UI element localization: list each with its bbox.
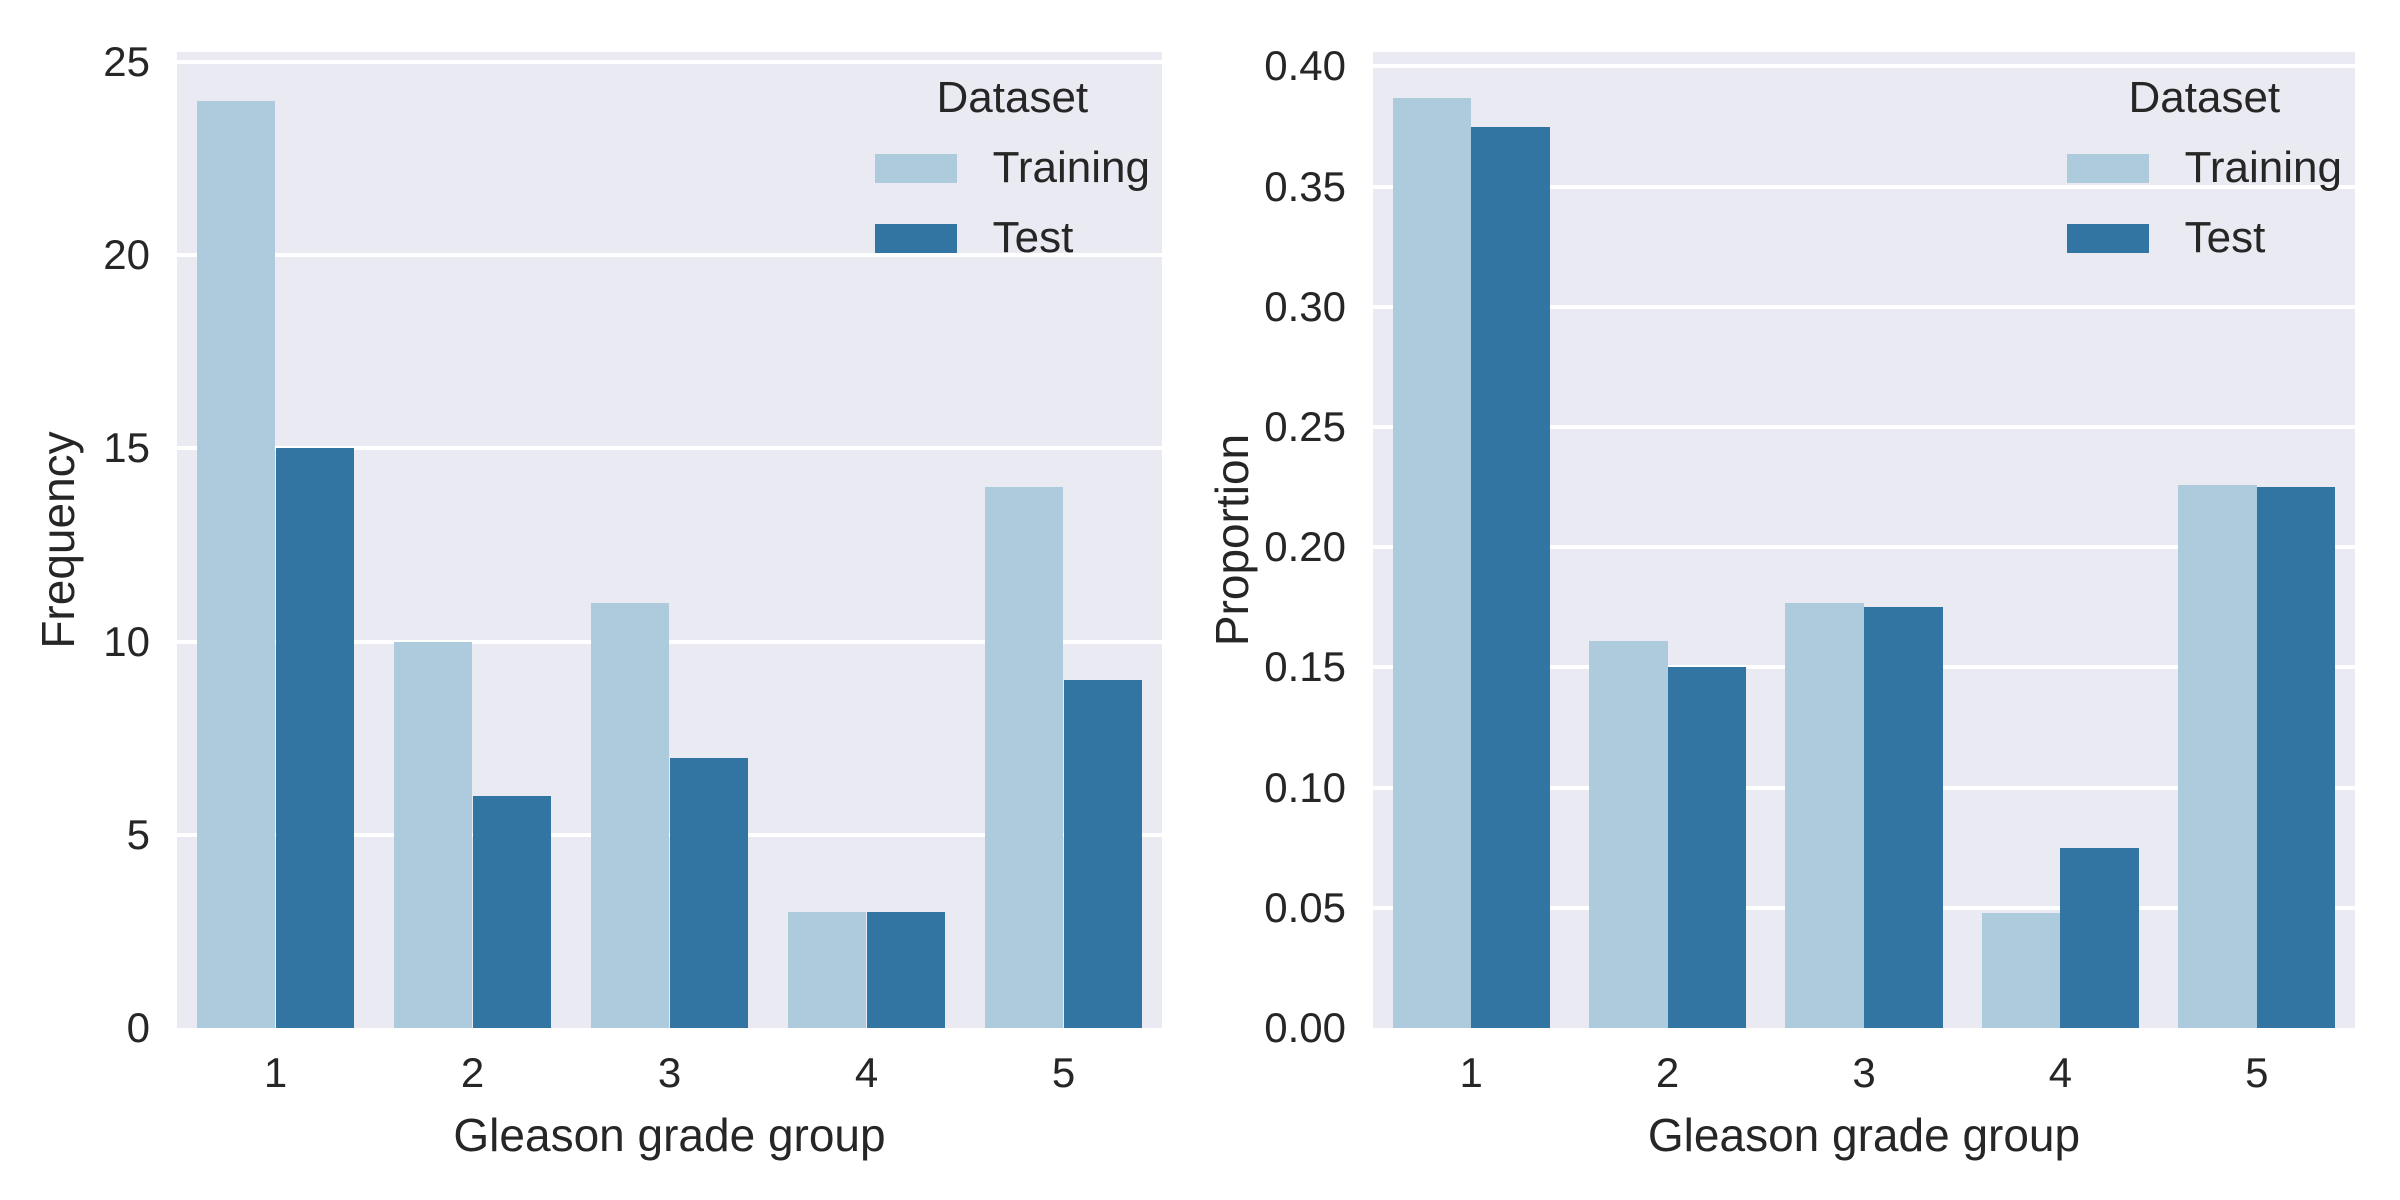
bar-test-group-5	[1063, 680, 1143, 1028]
bar-training-group-1	[196, 100, 276, 1028]
legend-title: Dataset	[2128, 73, 2281, 122]
x-tick-label: 2	[1655, 1049, 1680, 1096]
bar-training-group-3	[1785, 602, 1864, 1028]
y-tick-label: 0.40	[1264, 42, 1346, 90]
bar-test-group-4	[866, 912, 946, 1028]
plot-area	[1373, 52, 2355, 1028]
bar-test-group-4	[2060, 847, 2139, 1028]
x-tick-label: 1	[1459, 1049, 1483, 1096]
y-tick-label: 25	[103, 38, 150, 86]
gridline	[177, 253, 1162, 258]
y-tick-label: 0.25	[1264, 403, 1346, 450]
x-tick-label: 2	[460, 1049, 485, 1096]
y-tick-label: 20	[103, 231, 150, 279]
y-tick-label: 0	[126, 1004, 150, 1051]
bar-training-group-5	[984, 487, 1064, 1028]
legend-title: Dataset	[936, 73, 1089, 122]
legend-entry-test: Test	[874, 213, 1150, 262]
y-tick-label: 0.35	[1264, 162, 1346, 210]
y-tick-label: 15	[103, 424, 150, 472]
x-tick-label: 4	[2048, 1049, 2073, 1096]
legend-label-training: Training	[2184, 143, 2342, 192]
bar-test-group-3	[669, 757, 749, 1028]
gridline	[177, 639, 1162, 644]
legend-entry-training: Training	[2066, 143, 2342, 192]
y-tick-label: 0.05	[1264, 883, 1346, 931]
bar-test-group-2	[472, 796, 552, 1028]
bar-test-group-1	[1471, 126, 1550, 1028]
legend-label-test: Test	[2184, 213, 2266, 262]
bar-training-group-1	[1392, 97, 1472, 1028]
bar-training-group-2	[393, 641, 473, 1028]
y-tick-label: 0.10	[1264, 763, 1346, 811]
legend-label-test: Test	[992, 213, 1074, 262]
bar-training-group-4	[1981, 912, 2061, 1028]
legend-label-training: Training	[992, 143, 1150, 192]
gridline	[1373, 545, 2355, 550]
plot-area	[177, 52, 1162, 1028]
x-tick-label: 5	[2245, 1049, 2269, 1096]
bar-test-group-3	[1864, 607, 1943, 1028]
y-tick-label: 0.00	[1264, 1004, 1346, 1051]
y-tick-label: 0.15	[1264, 643, 1346, 691]
y-tick-label: 5	[126, 810, 150, 858]
y-tick-label: 10	[103, 617, 150, 665]
gridline	[1373, 304, 2355, 309]
legend: Dataset Training Test	[874, 73, 1150, 262]
bar-test-group-2	[1667, 667, 1747, 1028]
x-tick-label: 1	[263, 1049, 288, 1096]
x-tick-label: 5	[1051, 1049, 1076, 1096]
x-tick-label: 4	[854, 1049, 879, 1096]
legend-swatch-training	[874, 153, 957, 183]
legend-swatch-test	[2066, 223, 2149, 253]
legend-entry-test: Test	[2066, 213, 2342, 262]
gridline	[177, 60, 1162, 65]
bar-training-group-3	[590, 602, 670, 1028]
legend: Dataset Training Test	[2066, 73, 2342, 262]
y-tick-label: 0.20	[1264, 523, 1346, 571]
x-axis-label: Gleason grade group	[1647, 1109, 2081, 1161]
legend-swatch-training	[2066, 153, 2149, 183]
x-tick-label: 3	[1852, 1049, 1876, 1096]
legend-entry-training: Training	[874, 143, 1150, 192]
gridline	[1373, 184, 2355, 189]
x-axis-label: Gleason grade group	[453, 1109, 886, 1161]
legend-swatch-test	[874, 223, 957, 253]
bar-test-group-5	[2256, 487, 2336, 1028]
gridline	[1373, 425, 2355, 429]
bar-training-group-5	[2178, 484, 2257, 1028]
gridline	[1373, 64, 2355, 69]
bar-training-group-4	[787, 912, 867, 1028]
y-tick-label: 0.30	[1264, 282, 1346, 330]
bar-training-group-2	[1589, 640, 1668, 1028]
x-tick-label: 3	[657, 1049, 682, 1096]
gridline	[177, 446, 1162, 451]
bar-test-group-1	[275, 448, 355, 1028]
